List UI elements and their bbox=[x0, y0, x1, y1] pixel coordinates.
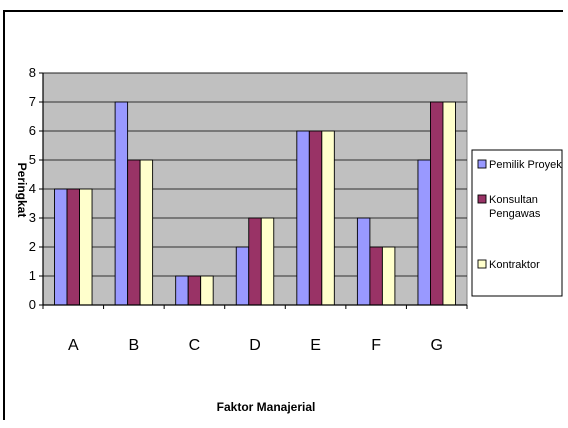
x-tick-label: F bbox=[371, 337, 381, 354]
y-tick-label: 3 bbox=[29, 210, 36, 225]
y-tick-label: 8 bbox=[29, 65, 36, 80]
chart-frame bbox=[3, 10, 563, 420]
legend-label: Pengawas bbox=[489, 208, 541, 220]
x-tick-label: A bbox=[68, 337, 79, 354]
bar-E-series-2 bbox=[308, 130, 323, 306]
legend-box bbox=[471, 149, 563, 297]
x-tick-label: E bbox=[310, 337, 321, 354]
bar-C-series-1 bbox=[175, 275, 189, 306]
bar-C-series-2 bbox=[187, 275, 202, 306]
bar-D-series-2 bbox=[248, 217, 262, 306]
legend-label: Kontraktor bbox=[489, 259, 540, 271]
legend: Pemilik Proyek Konsultan Pengawas Kontrakto… bbox=[471, 149, 563, 297]
y-tick-label: 6 bbox=[29, 123, 36, 138]
bar-E-series-3 bbox=[321, 130, 335, 306]
bar-C-series-3 bbox=[200, 275, 214, 306]
bar-G-series-1 bbox=[417, 159, 431, 306]
bar-F-series-1 bbox=[356, 217, 371, 306]
y-tick-label: 0 bbox=[29, 297, 36, 312]
bar-D-series-1 bbox=[235, 246, 250, 306]
y-tick-label: 4 bbox=[29, 181, 36, 196]
x-tick-label: C bbox=[189, 337, 201, 354]
legend-swatch bbox=[477, 159, 487, 169]
bar-E-series-1 bbox=[296, 130, 310, 306]
x-tick-label: D bbox=[249, 337, 261, 354]
x-tick-label: G bbox=[430, 337, 442, 354]
bar-B-series-2 bbox=[127, 159, 141, 306]
legend-swatch bbox=[477, 259, 487, 269]
legend-swatch bbox=[477, 194, 487, 204]
bar-D-series-3 bbox=[260, 217, 275, 306]
y-tick-label: 5 bbox=[29, 152, 36, 167]
bar-A-series-3 bbox=[79, 188, 93, 306]
legend-label: Pemilik Proyek bbox=[489, 159, 562, 171]
legend-label: Konsultan bbox=[489, 194, 538, 206]
y-axis-title: Peringkat bbox=[15, 163, 29, 218]
y-tick-label: 1 bbox=[29, 268, 36, 283]
bar-A-series-2 bbox=[66, 188, 80, 306]
bar-B-series-3 bbox=[139, 159, 154, 306]
bar-G-series-3 bbox=[442, 101, 456, 306]
x-axis-title: Faktor Manajerial bbox=[217, 400, 316, 414]
bar-F-series-3 bbox=[381, 246, 396, 306]
bar-G-series-2 bbox=[430, 101, 444, 306]
y-tick-label: 7 bbox=[29, 94, 36, 109]
bar-A-series-1 bbox=[54, 188, 68, 306]
y-tick-label: 2 bbox=[29, 239, 36, 254]
bar-B-series-1 bbox=[114, 101, 129, 306]
bar-F-series-2 bbox=[369, 246, 383, 306]
x-tick-label: B bbox=[129, 337, 140, 354]
